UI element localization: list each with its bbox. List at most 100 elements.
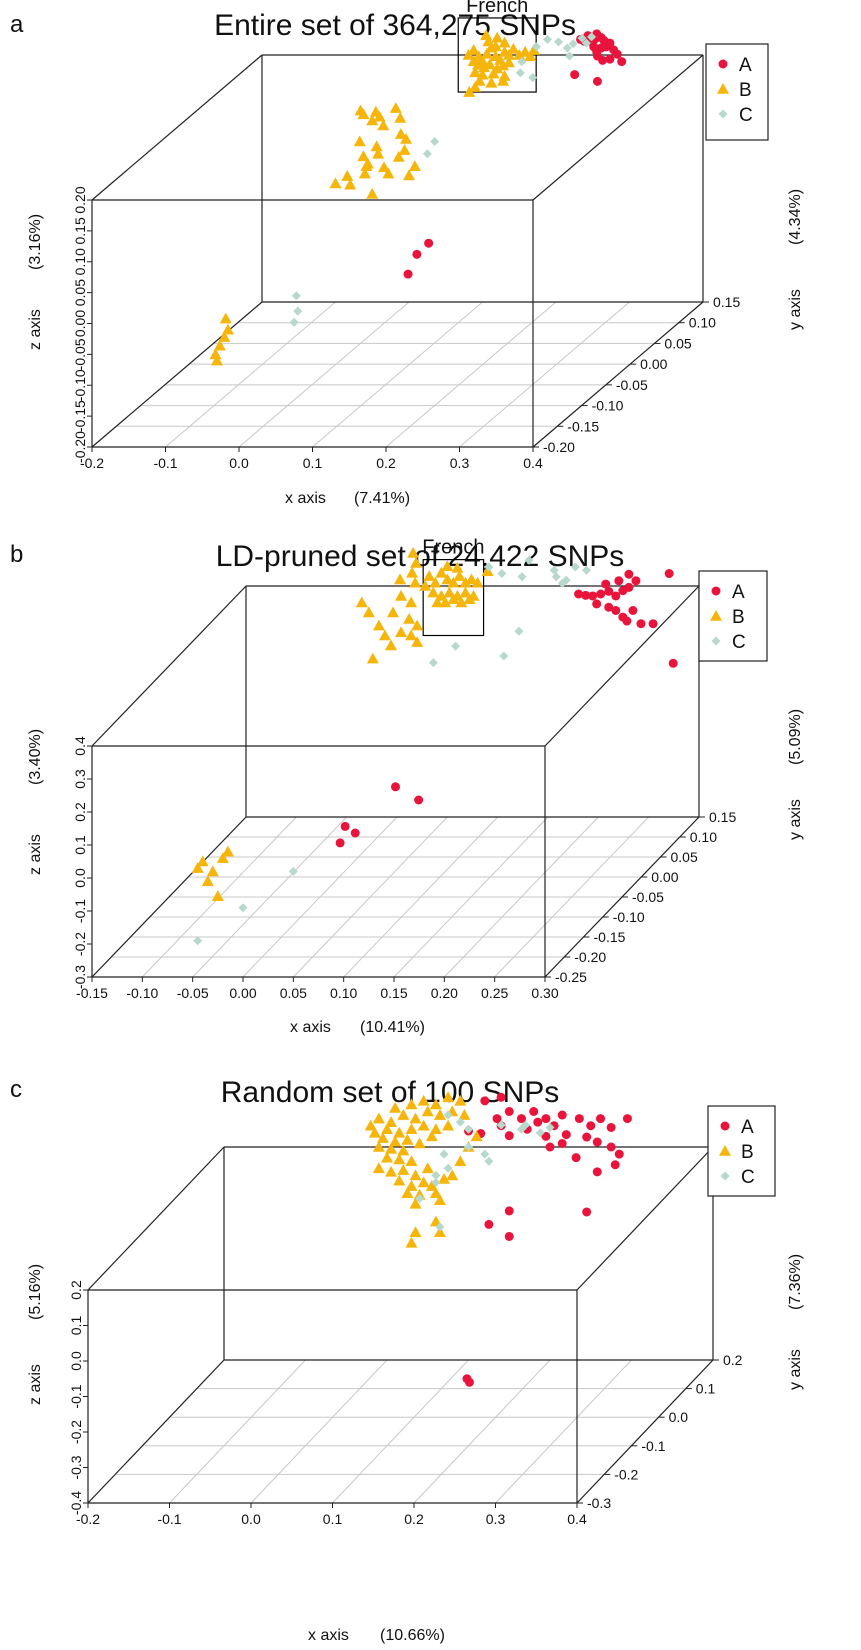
x-tick-label: 0.0 (241, 1511, 261, 1527)
y-tick-label: 0.1 (696, 1381, 716, 1397)
legend: ABC (707, 1105, 776, 1197)
point-b (447, 576, 460, 588)
point-b (370, 140, 383, 152)
y-tick-label: -0.25 (555, 969, 587, 985)
point-c (570, 562, 580, 572)
legend-marker-b (710, 610, 722, 621)
point-b (409, 576, 422, 588)
point-b (435, 589, 448, 601)
point-b (439, 596, 452, 608)
point-a (586, 1121, 596, 1131)
y-axis-variance: (5.09%) (787, 709, 804, 765)
point-b (411, 619, 424, 631)
point-b (372, 1112, 385, 1124)
point-b (441, 560, 454, 571)
point-b (411, 636, 424, 647)
point-a (533, 1117, 543, 1127)
z-tick-label: 0.1 (68, 1316, 84, 1336)
point-b (376, 1132, 389, 1143)
point-b (372, 147, 385, 159)
point-b (389, 1135, 402, 1147)
x-tick-label: 0.3 (450, 455, 470, 471)
point-b (405, 629, 418, 641)
point-a (557, 1138, 567, 1148)
french-label: French (466, 0, 528, 17)
box-edge (532, 301, 704, 448)
point-b (410, 556, 423, 568)
point-b (438, 1172, 451, 1184)
point-b (353, 135, 366, 147)
legend-box (705, 43, 769, 141)
point-a (516, 1114, 526, 1124)
point-c (568, 39, 578, 49)
point-b (405, 1236, 418, 1248)
point-b (357, 108, 370, 120)
grid-line-x (238, 301, 410, 448)
point-b (471, 576, 484, 588)
point-b (221, 323, 234, 335)
point-a (529, 1107, 539, 1116)
legend-label-a: A (739, 55, 752, 76)
y-tick-label: 0.2 (723, 1352, 743, 1368)
point-b (425, 1180, 438, 1191)
point-b (465, 573, 478, 585)
point-a (582, 1207, 592, 1217)
point-a (571, 1153, 581, 1163)
y-tick-label: 0.05 (664, 335, 691, 351)
point-b (405, 1155, 418, 1166)
point-a (504, 1107, 514, 1116)
z-axis-variance: (5.16%) (27, 1264, 44, 1320)
point-b (429, 1123, 442, 1135)
point-a (611, 606, 621, 615)
point-c (553, 37, 563, 47)
x-tick-labels: -0.2 -0.1 0.0 0.1 0.2 0.3 0.4 (76, 1503, 587, 1527)
y-tick-label: -0.05 (632, 889, 664, 905)
z-tick-label: 0.20 (72, 186, 88, 213)
point-b (378, 161, 391, 173)
point-c (587, 32, 597, 42)
point-a (414, 795, 424, 805)
point-a (604, 586, 614, 596)
point-b (409, 1169, 422, 1181)
legend-label-a: A (732, 582, 745, 603)
chart-title: Entire set of 364,275 SNPs (214, 9, 576, 42)
point-b (441, 573, 454, 585)
point-c (528, 73, 538, 83)
box-edge (576, 1146, 714, 1291)
point-b (372, 619, 385, 631)
panel-letter: b (10, 541, 23, 568)
point-c (565, 51, 575, 61)
point-b (385, 1142, 398, 1154)
point-b (406, 566, 419, 578)
point-b (417, 1176, 430, 1188)
point-b (429, 1098, 442, 1110)
grid-line-x (250, 1359, 388, 1504)
point-b (395, 626, 408, 637)
point-b (372, 1162, 385, 1174)
point-b (417, 1119, 430, 1131)
legend-label-c: C (741, 1167, 755, 1188)
x-tick-label: 0.25 (481, 985, 508, 1001)
x-axis-label: x axis (290, 1019, 331, 1036)
point-b (213, 339, 226, 351)
point-b (360, 160, 373, 171)
point-b (442, 1091, 455, 1103)
z-tick-label: 0.1 (72, 835, 88, 855)
point-b (394, 128, 407, 139)
point-b (473, 74, 486, 86)
z-tick-label: 0.10 (72, 248, 88, 275)
point-b (429, 576, 442, 588)
y-tick-label: -0.15 (594, 929, 626, 945)
point-a (622, 1114, 632, 1124)
z-tick-label: 0.4 (72, 736, 88, 756)
point-b (451, 561, 464, 573)
point-b (443, 586, 456, 598)
grid-line-x (393, 816, 549, 978)
x-tick-label: 0.4 (567, 1511, 587, 1527)
point-c (551, 572, 561, 582)
point-a (492, 1114, 502, 1124)
point-a (614, 1149, 624, 1159)
point-b (485, 76, 498, 88)
point-b (405, 1098, 418, 1110)
point-c (484, 1156, 494, 1166)
